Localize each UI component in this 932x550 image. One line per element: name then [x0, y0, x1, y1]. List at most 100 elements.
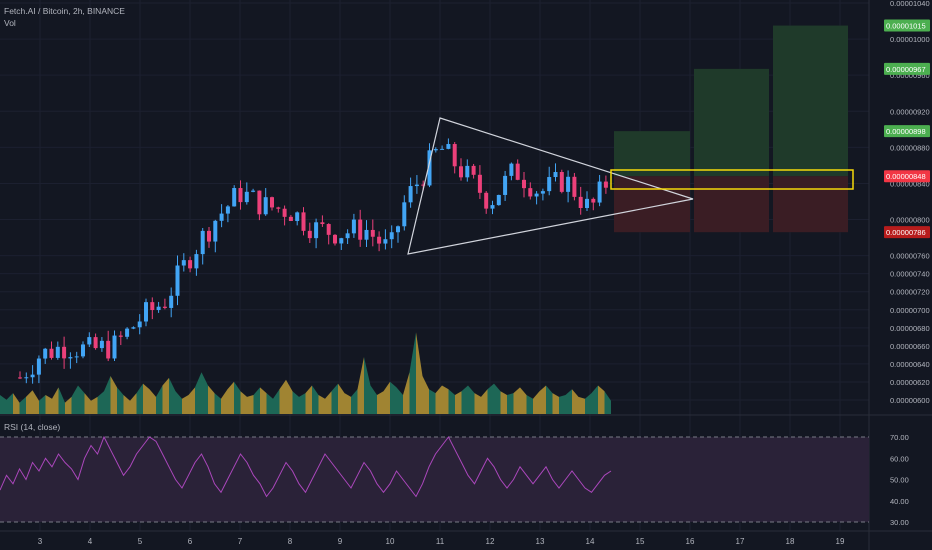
symbol-title[interactable]: Fetch.AI / Bitcoin, 2h, BINANCE: [4, 6, 125, 16]
candle-body: [553, 172, 558, 178]
candle-body: [137, 321, 142, 328]
price-axis[interactable]: 0.00001040 0.00001000 0.00000960 0.00000920…: [884, 0, 930, 405]
price-badge-label: 0.00000967: [886, 65, 926, 74]
position-tool[interactable]: [614, 25, 848, 233]
candle-body: [106, 340, 111, 359]
price-tick-label: 0.00000740: [890, 270, 930, 279]
candle-body: [540, 191, 545, 194]
candle-body: [49, 348, 54, 358]
volume-segment: [162, 377, 169, 414]
price-tick-label: 0.00000960: [890, 71, 930, 80]
candle-body: [503, 175, 508, 195]
volume-segment: [513, 387, 520, 414]
volume-segment: [604, 391, 611, 414]
candle-body: [43, 348, 48, 359]
candle-body: [112, 335, 117, 359]
rsi-title[interactable]: RSI (14, close): [4, 422, 60, 432]
rsi-tick-label: 50.00: [890, 476, 909, 485]
candle-body: [452, 144, 457, 167]
candle-body: [559, 172, 564, 192]
volume-series: [0, 332, 611, 414]
candle-body: [326, 224, 331, 235]
time-tick-label: 10: [386, 537, 395, 546]
volume-segment: [390, 381, 397, 414]
volume-segment: [273, 389, 280, 414]
time-tick-label: 5: [138, 537, 143, 546]
time-tick-label: 7: [238, 537, 243, 546]
volume-segment: [227, 381, 234, 414]
volume-segment: [383, 381, 390, 414]
price-tick-label: 0.00000680: [890, 324, 930, 333]
volume-segment: [45, 395, 52, 414]
candle-body: [194, 254, 199, 269]
candle-body: [244, 191, 249, 203]
candle-body: [288, 216, 293, 222]
volume-segment: [130, 393, 137, 414]
stop-zone-3: [773, 176, 848, 233]
volume-segment: [591, 385, 598, 414]
volume-segment: [110, 376, 117, 414]
volume-segment: [195, 372, 202, 414]
volume-segment: [318, 395, 325, 414]
volume-segment: [331, 383, 338, 414]
candle-body: [408, 186, 413, 203]
price-tick-label: 0.00000660: [890, 342, 930, 351]
volume-segment: [58, 387, 65, 414]
rsi-tick-label: 70.00: [890, 433, 909, 442]
price-tick-label: 0.00000620: [890, 378, 930, 387]
candle-body: [547, 177, 552, 192]
candle-body: [515, 163, 520, 180]
volume-segment: [578, 396, 585, 414]
volume-segment: [461, 385, 468, 414]
volume-segment: [253, 387, 260, 414]
candle-body: [270, 197, 274, 208]
volume-segment: [71, 385, 78, 414]
candle-body: [484, 192, 489, 209]
volume-segment: [559, 395, 566, 414]
candle-body: [572, 176, 577, 197]
volume-segment: [370, 385, 377, 414]
price-tick-label: 0.00000700: [890, 306, 930, 315]
price-tick-label: 0.00000800: [890, 216, 930, 225]
time-tick-label: 9: [338, 537, 343, 546]
candle-body: [591, 198, 596, 203]
volume-segment: [455, 391, 462, 414]
volume-segment: [507, 393, 514, 414]
candle-body: [370, 229, 375, 237]
volume-label[interactable]: Vol: [4, 18, 16, 28]
volume-segment: [429, 389, 436, 414]
volume-segment: [344, 393, 351, 414]
time-tick-label: 18: [786, 537, 795, 546]
volume-segment: [286, 379, 293, 414]
time-axis[interactable]: 3 4 5 6 7 8 9 10 11 12 13 14 15 16 17 18 19: [38, 537, 845, 546]
volume-segment: [214, 393, 221, 414]
candle-body: [24, 377, 29, 379]
volume-segment: [552, 393, 559, 414]
volume-segment: [97, 391, 104, 414]
volume-segment: [539, 385, 546, 414]
candle-body: [314, 222, 319, 239]
volume-segment: [117, 387, 124, 414]
volume-segment: [208, 385, 215, 414]
candle-body: [402, 202, 407, 227]
candle-body: [364, 229, 369, 240]
candle-body: [465, 165, 470, 178]
target-zone-2: [694, 68, 769, 177]
volume-segment: [201, 372, 208, 414]
time-tick-label: 17: [736, 537, 745, 546]
volume-segment: [500, 391, 507, 414]
symmetrical-triangle[interactable]: [407, 117, 694, 255]
price-tick-label: 0.00000920: [890, 107, 930, 116]
volume-segment: [442, 385, 449, 414]
rsi-tick-label: 30.00: [890, 518, 909, 527]
volume-segment: [487, 383, 494, 414]
volume-segment: [416, 332, 423, 414]
entry-highlight-box[interactable]: [610, 169, 854, 190]
price-tick-label: 0.00000880: [890, 143, 930, 152]
price-badge: [884, 170, 930, 183]
candle-body: [225, 206, 230, 214]
volume-segment: [338, 383, 345, 414]
triangle-drawing[interactable]: [407, 117, 694, 255]
volume-segment: [26, 390, 33, 414]
price-badge-label: 0.00000898: [886, 127, 926, 136]
